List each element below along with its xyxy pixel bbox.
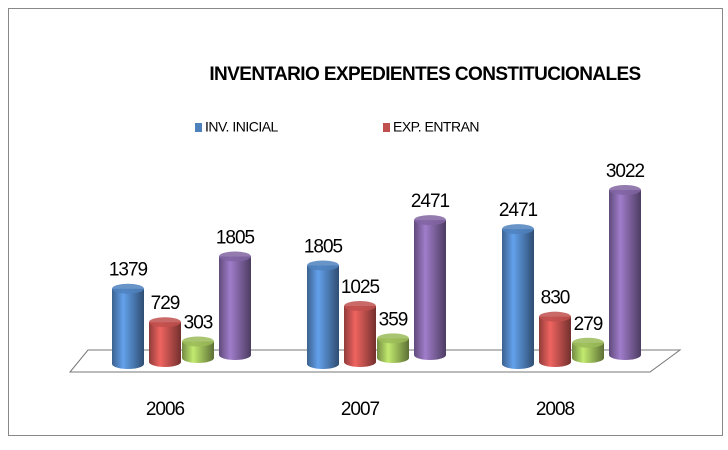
x-tick-label: 2008 (536, 399, 575, 420)
bar (307, 265, 339, 369)
bar (344, 306, 376, 367)
bar (609, 190, 641, 360)
bar-top (539, 311, 571, 322)
value-label: 2471 (411, 191, 450, 212)
bar-top (609, 185, 641, 195)
bar-top (414, 215, 446, 226)
value-label: 279 (574, 314, 603, 335)
legend-swatch (383, 123, 390, 132)
bar (539, 316, 571, 367)
bar (219, 256, 251, 360)
value-label: 2471 (499, 200, 538, 221)
value-label: 3022 (606, 161, 645, 182)
bar (377, 338, 409, 363)
value-label: 1805 (304, 236, 343, 257)
bar (502, 229, 534, 369)
x-tick-label: 2006 (146, 399, 185, 420)
bar-top (307, 260, 339, 271)
legend-swatch (195, 123, 202, 132)
bar-top (377, 333, 409, 344)
bar (112, 288, 144, 369)
x-tick-label: 2007 (341, 399, 380, 420)
value-label: 359 (379, 309, 408, 330)
bar (572, 342, 604, 363)
bar (414, 220, 446, 360)
bar-top (572, 337, 604, 348)
bar-top (502, 224, 534, 235)
value-label: 729 (151, 293, 180, 314)
value-label: 830 (541, 288, 570, 309)
bar-top (344, 301, 376, 312)
chart-title: INVENTARIO EXPEDIENTES CONSTITUCIONALES (209, 64, 640, 85)
bar-top (182, 336, 214, 347)
bar-top (219, 251, 251, 262)
value-label: 1805 (216, 227, 255, 248)
value-label: 1025 (341, 277, 380, 298)
bar (182, 341, 214, 363)
value-label: 1379 (109, 260, 148, 281)
bar-top (112, 283, 144, 294)
value-label: 303 (184, 312, 213, 333)
legend-label: EXP. ENTRAN (393, 119, 479, 135)
bar-top (149, 317, 181, 328)
legend-label: INV. INICIAL (205, 119, 279, 135)
bar (149, 322, 181, 367)
